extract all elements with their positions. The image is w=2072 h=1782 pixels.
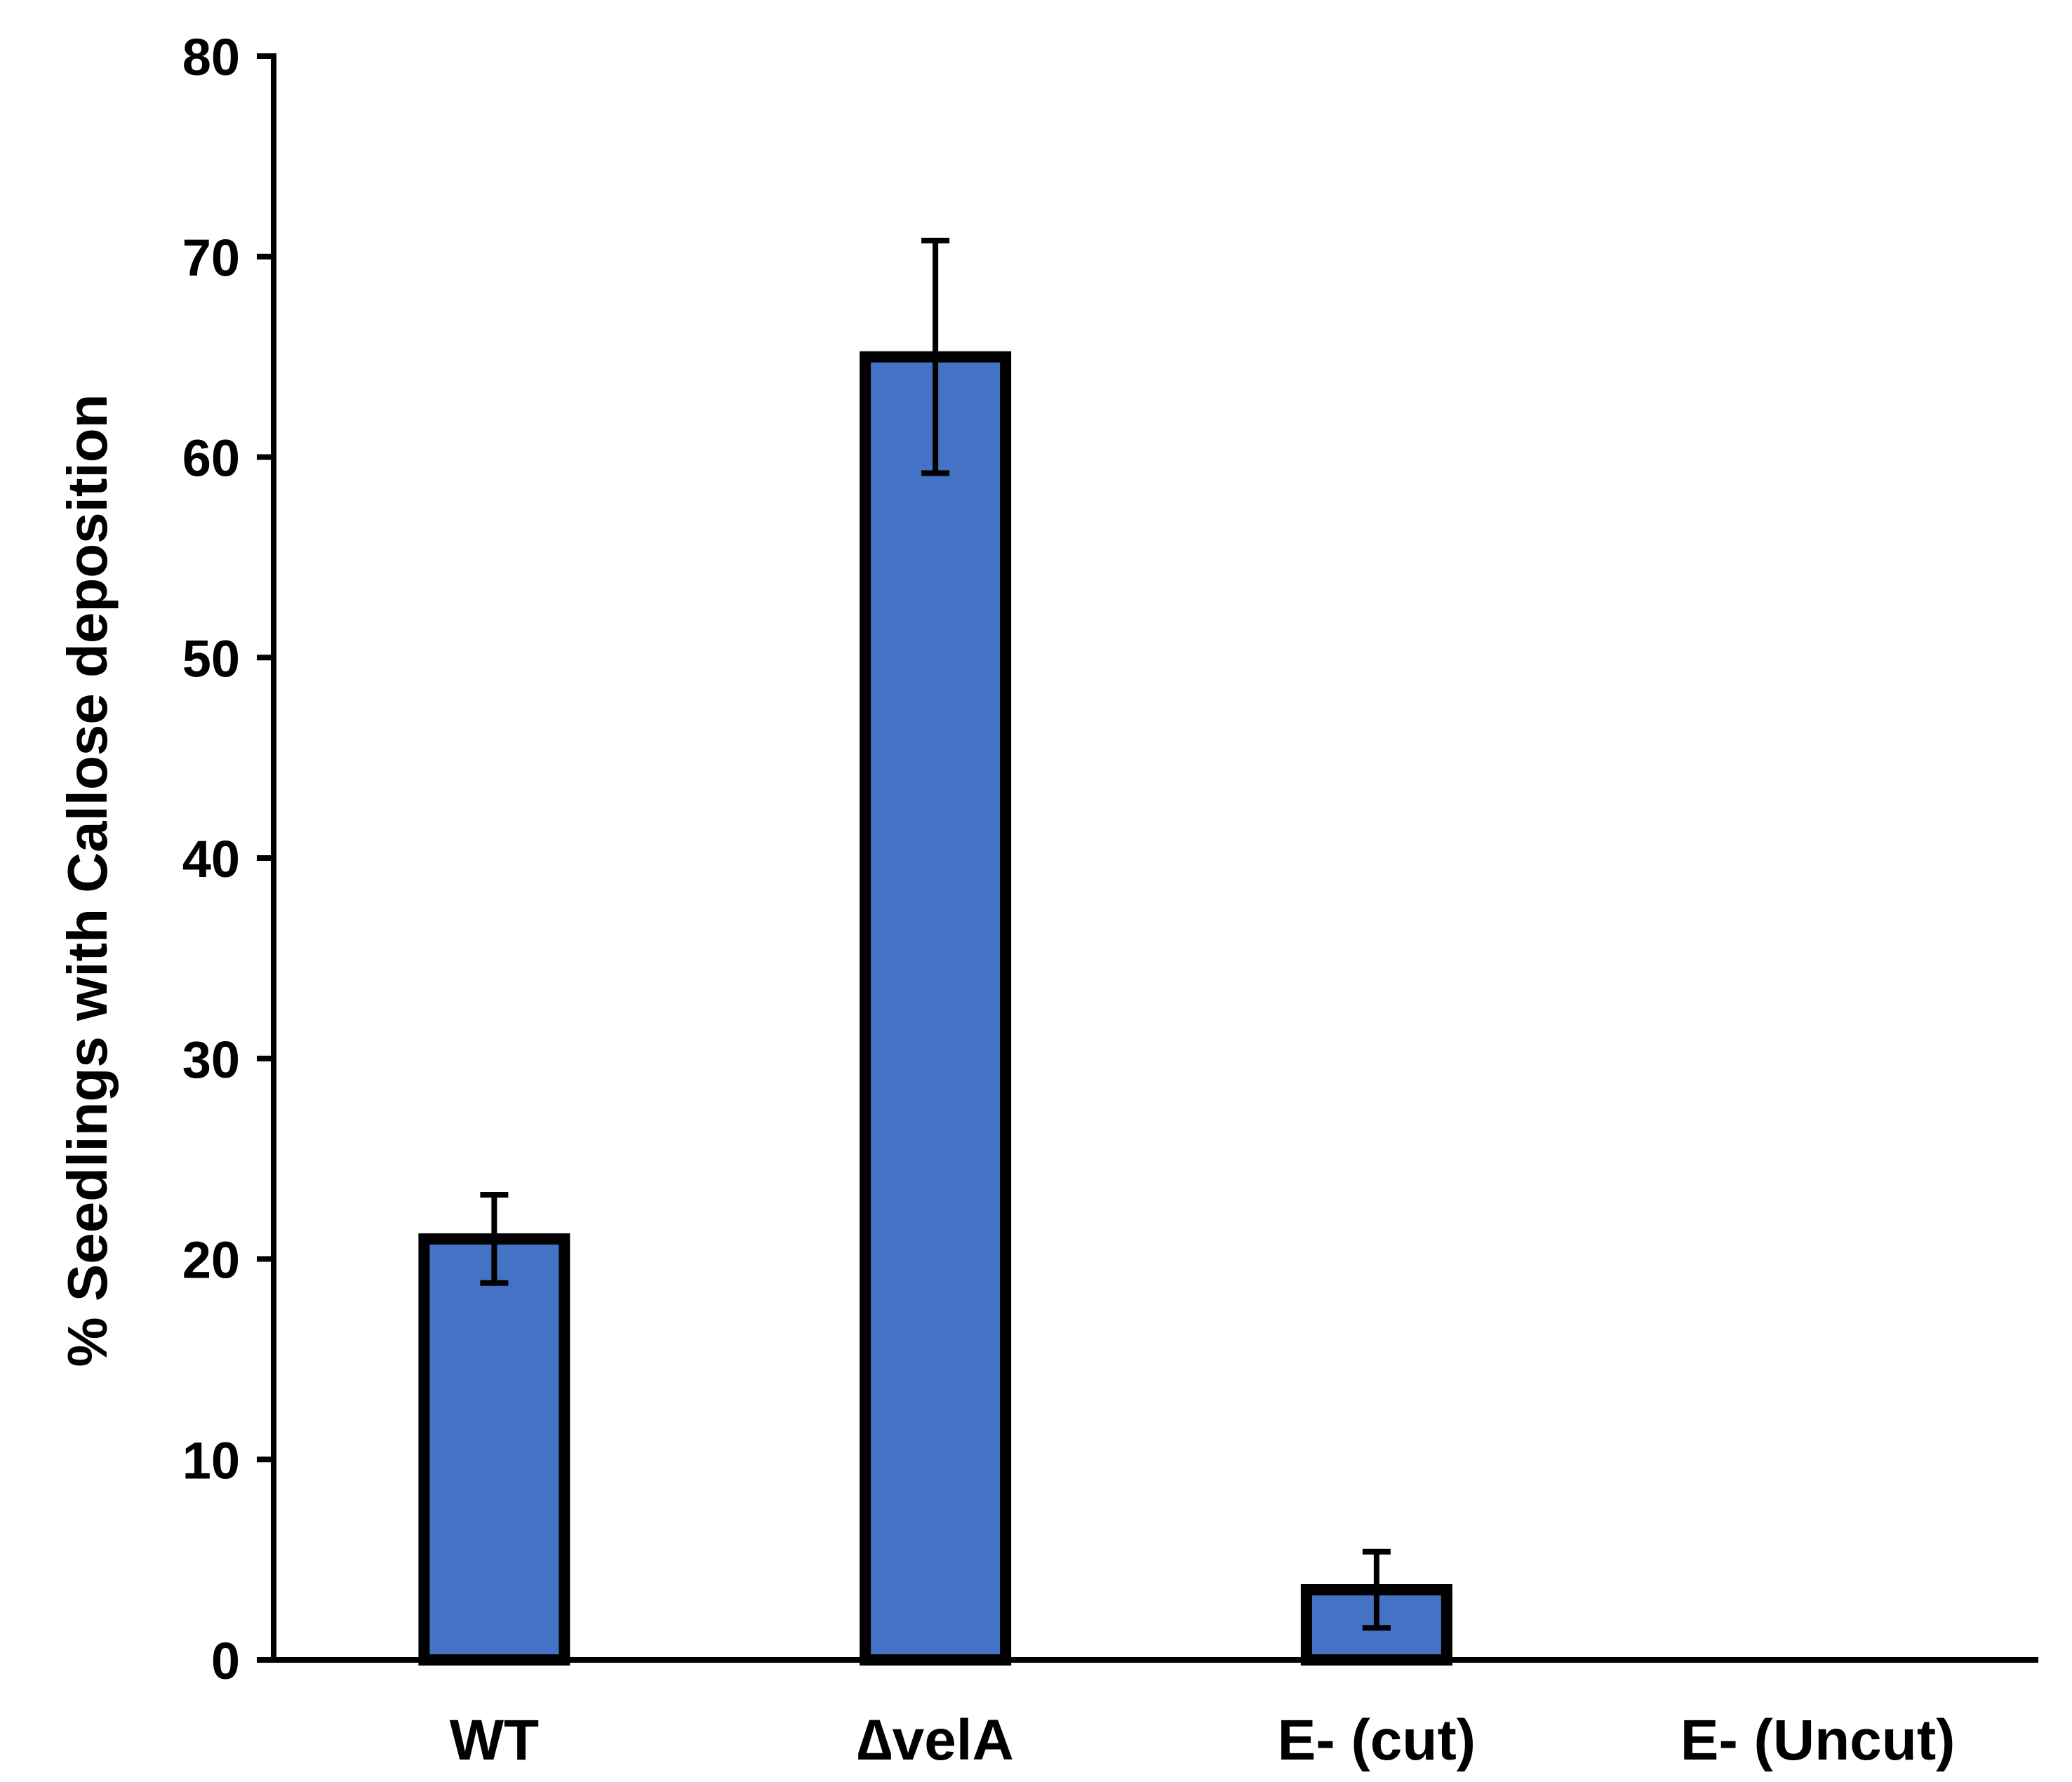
x-axis-tick-labels: WT ∆velA E- (cut) E- (Uncut) <box>450 1708 1956 1772</box>
x-tick-label: E- (Uncut) <box>1680 1708 1956 1772</box>
y-axis-ticks: 0 10 20 30 40 50 60 70 80 <box>182 28 274 1690</box>
y-tick-label: 70 <box>182 229 240 287</box>
error-bars-layer <box>480 237 1391 1631</box>
y-tick-label: 30 <box>182 1031 240 1089</box>
y-tick-label: 50 <box>182 629 240 688</box>
bar <box>418 1233 570 1666</box>
x-tick-label: ∆velA <box>857 1708 1013 1772</box>
y-tick-label: 60 <box>182 429 240 488</box>
x-tick-label: WT <box>450 1708 539 1772</box>
y-axis-label-group: % Seedlings with Callose deposition <box>56 394 119 1367</box>
y-axis-label: % Seedlings with Callose deposition <box>56 394 119 1367</box>
y-tick-label: 0 <box>211 1632 240 1690</box>
y-tick-label: 20 <box>182 1231 240 1289</box>
x-tick-label: E- (cut) <box>1278 1708 1476 1772</box>
y-tick-label: 80 <box>182 28 240 86</box>
bar <box>860 351 1012 1666</box>
bars-layer <box>418 351 1452 1666</box>
y-tick-label: 40 <box>182 830 240 888</box>
y-tick-label: 10 <box>182 1431 240 1489</box>
axes-layer <box>271 53 2038 1663</box>
